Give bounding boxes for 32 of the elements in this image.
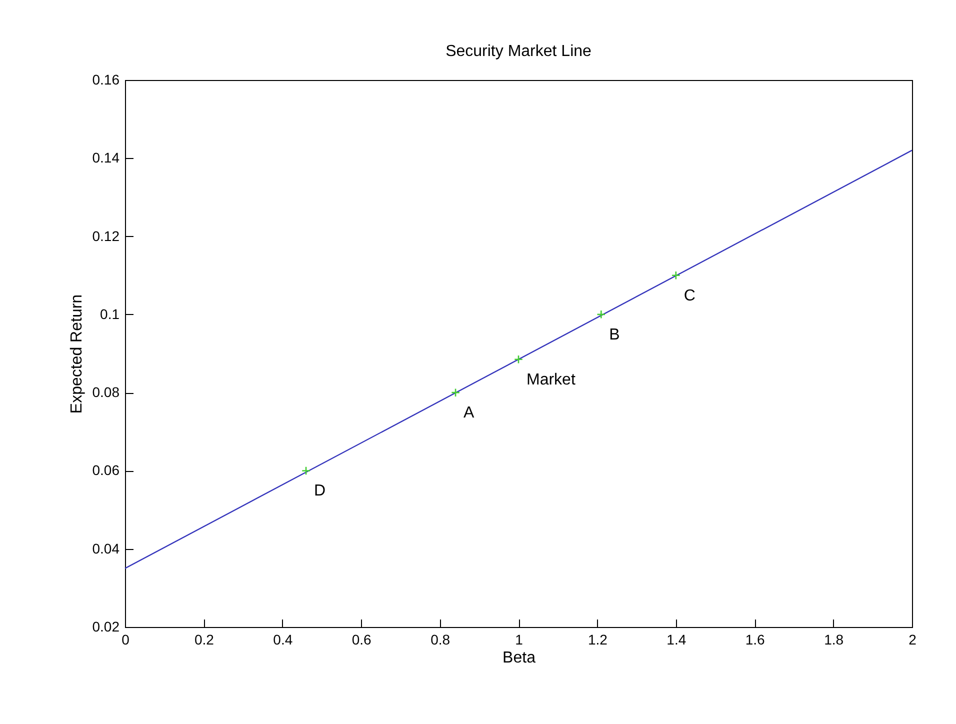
x-tick-label: 0	[122, 632, 130, 648]
y-tick-label: 0.08	[92, 384, 120, 400]
annotation: B	[609, 326, 620, 344]
x-tick-label: 1.4	[666, 632, 686, 648]
annotation: C	[684, 287, 696, 304]
x-tick-label: 0.2	[194, 632, 214, 648]
x-axis-title: Beta	[502, 650, 536, 666]
y-tick-label: 0.16	[92, 72, 120, 88]
y-tick-label: 0.12	[92, 228, 120, 244]
y-tick-label: 0.02	[92, 618, 120, 634]
x-tick-label: 1.6	[745, 632, 766, 648]
annotation: A	[464, 404, 475, 422]
point	[514, 354, 524, 364]
point	[301, 466, 311, 476]
y-tick-label: 0.1	[100, 306, 120, 322]
x-tick-label: 1	[515, 632, 524, 648]
x-tick-label: 1.2	[588, 632, 608, 648]
y-tick-label: 0.04	[92, 540, 120, 556]
x-tick-label: 1.8	[824, 632, 844, 648]
x-tick-label: 2	[908, 632, 917, 648]
annotation: Market	[526, 371, 576, 388]
y-axis-title: Expected Return	[68, 294, 86, 414]
x-tick-label: 0.6	[352, 632, 372, 648]
point	[596, 310, 606, 319]
chart-title: Security Market Line	[446, 43, 592, 60]
x-tick-label: 0.8	[430, 632, 450, 648]
point	[671, 270, 680, 280]
y-tick-label: 0.06	[92, 462, 120, 478]
x-tick-label: 0.4	[273, 632, 293, 648]
point	[451, 388, 460, 398]
annotation: D	[314, 482, 326, 500]
y-tick-label: 0.14	[92, 150, 120, 166]
